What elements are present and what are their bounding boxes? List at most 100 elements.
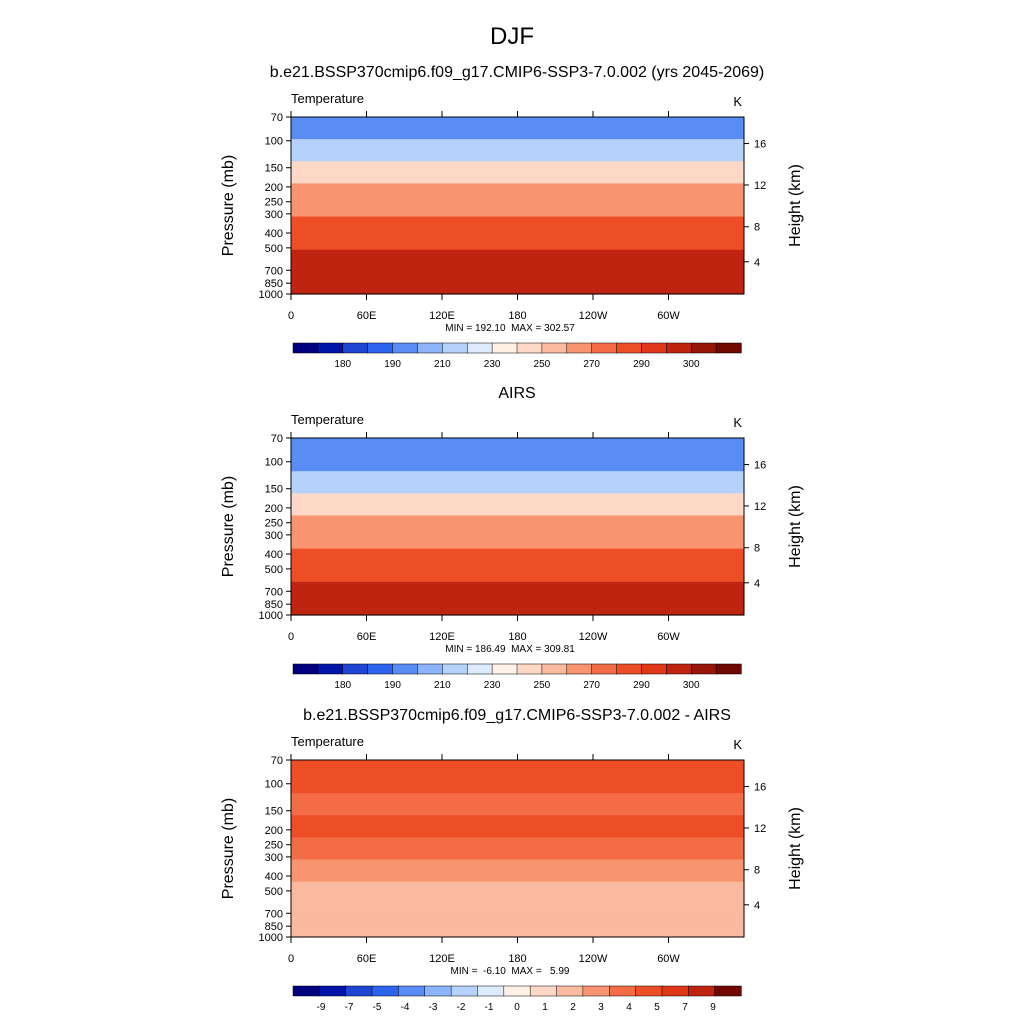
contour-band <box>291 793 744 805</box>
contour-band <box>291 526 744 539</box>
colorbar-swatch <box>503 985 531 997</box>
x-tick-label: 120E <box>429 631 455 643</box>
colorbar-swatch <box>715 663 742 675</box>
contour-band <box>291 150 744 162</box>
panel-1: b.e21.BSSP370cmip6.f09_g17.CMIP6-SSP3-7.… <box>220 64 804 370</box>
colorbar-label: 270 <box>583 359 600 370</box>
y-tick-label: 250 <box>265 197 283 209</box>
y-tick-label: 150 <box>265 484 283 496</box>
y-tick-label: 250 <box>265 518 283 530</box>
contour-band <box>291 139 744 151</box>
contour-band <box>291 438 744 450</box>
x-tick-label: 120W <box>579 953 608 965</box>
contour-band <box>291 892 744 905</box>
contour-band <box>291 837 744 850</box>
colorbar-swatch <box>641 663 667 675</box>
contour-band <box>291 249 744 262</box>
colorbar-label: 1 <box>542 1002 548 1013</box>
y-tick-label: 1000 <box>259 932 283 944</box>
y2-tick-label: 16 <box>754 782 766 794</box>
colorbar-label: -2 <box>457 1002 466 1013</box>
contour-band <box>291 771 744 783</box>
colorbar-swatch <box>541 342 568 354</box>
colorbar-label: 250 <box>534 359 551 370</box>
colorbar-swatch <box>556 985 584 997</box>
y-tick-label: 70 <box>271 755 283 767</box>
contour-band <box>291 548 744 561</box>
contour-band <box>291 205 744 218</box>
y2-tick-label: 4 <box>754 900 760 912</box>
y-tick-label: 100 <box>265 136 283 148</box>
colorbar-swatch <box>342 342 369 354</box>
y-tick-label: 400 <box>265 228 283 240</box>
contour-band <box>291 870 744 883</box>
contour-band <box>291 581 744 594</box>
y-tick-label: 700 <box>265 908 283 920</box>
colorbar-swatch <box>417 663 443 675</box>
y-tick-label: 500 <box>265 243 283 255</box>
colorbar-swatch <box>529 985 558 997</box>
colorbar-label: 180 <box>334 359 351 370</box>
contour-band <box>291 449 744 461</box>
colorbar-label: 5 <box>654 1002 660 1013</box>
colorbar-swatch <box>317 663 344 675</box>
x-tick-label: 180 <box>508 631 526 643</box>
variable-label: Temperature <box>291 412 364 427</box>
y2-axis-title: Height (km) <box>787 164 804 247</box>
colorbar-swatch <box>661 985 689 997</box>
units-label: K <box>733 94 742 109</box>
colorbar-label: 0 <box>514 1002 520 1013</box>
colorbar-swatch <box>516 342 543 354</box>
contour-band <box>291 128 744 140</box>
contour-band <box>291 570 744 583</box>
colorbar-label: 300 <box>683 359 700 370</box>
contour-band <box>291 238 744 251</box>
contour-band <box>291 471 744 483</box>
y-axis-title: Pressure (mb) <box>220 155 237 256</box>
y-tick-label: 200 <box>265 825 283 837</box>
x-tick-label: 0 <box>288 310 294 322</box>
colorbar-label: 7 <box>682 1002 688 1013</box>
x-tick-label: 60W <box>657 310 680 322</box>
y2-axis-title: Height (km) <box>787 485 804 568</box>
y-tick-label: 500 <box>265 886 283 898</box>
y-tick-label: 70 <box>271 112 283 124</box>
contour-band <box>291 493 744 505</box>
y-tick-label: 100 <box>265 779 283 791</box>
colorbar-swatch <box>635 985 663 997</box>
y2-tick-label: 8 <box>754 543 760 555</box>
y2-tick-label: 12 <box>754 501 766 513</box>
contour-band <box>291 172 744 184</box>
colorbar-swatch <box>641 342 667 354</box>
panel-3: b.e21.BSSP370cmip6.f09_g17.CMIP6-SSP3-7.… <box>220 707 804 1013</box>
contour-band <box>291 826 744 839</box>
colorbar-swatch <box>450 985 479 997</box>
colorbar-swatch <box>566 663 593 675</box>
contour-band <box>291 804 744 816</box>
colorbar-swatch <box>582 985 610 997</box>
contour-band <box>291 859 744 872</box>
colorbar-swatch <box>342 663 369 675</box>
colorbar-swatch <box>690 663 717 675</box>
contour-band <box>291 227 744 240</box>
contour-band <box>291 460 744 472</box>
x-tick-label: 60E <box>357 310 377 322</box>
colorbar-label: -7 <box>345 1002 354 1013</box>
min-max-stats: MIN = -6.10 MAX = 5.99 <box>451 966 570 977</box>
y2-tick-label: 4 <box>754 578 760 590</box>
x-tick-label: 0 <box>288 631 294 643</box>
x-tick-label: 60W <box>657 631 680 643</box>
colorbar-swatch <box>616 342 643 354</box>
colorbar-label: 300 <box>683 680 700 691</box>
contour-band <box>291 194 744 207</box>
colorbar-swatch <box>345 985 373 997</box>
colorbar-swatch <box>466 342 493 354</box>
colorbar-label: 190 <box>384 680 401 691</box>
y-tick-label: 300 <box>265 209 283 221</box>
y2-tick-label: 4 <box>754 257 760 269</box>
y2-tick-label: 8 <box>754 222 760 234</box>
colorbar-label: 9 <box>710 1002 716 1013</box>
contour-band <box>291 515 744 528</box>
